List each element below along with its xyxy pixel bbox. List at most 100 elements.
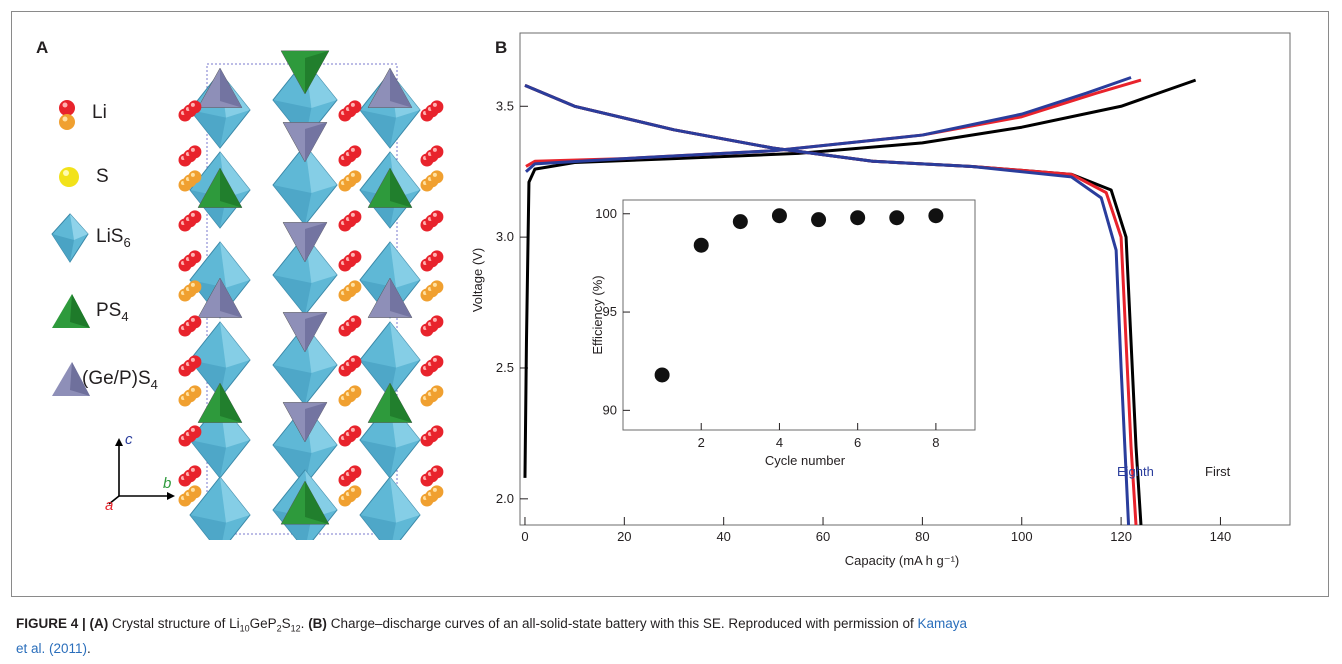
li-atom-row — [338, 355, 362, 377]
efficiency-point — [771, 208, 787, 224]
figure-caption: FIGURE 4 | (A) Crystal structure of Li10… — [16, 616, 968, 656]
x-tick-label: 80 — [915, 529, 929, 544]
gep-s4-tetrahedron — [197, 277, 243, 318]
inset-frame — [622, 199, 976, 431]
li-atom-row — [338, 100, 362, 122]
li-atom-row — [178, 385, 202, 407]
li-atom-row — [178, 250, 202, 272]
legend-label-lis6: LiS6 — [96, 226, 131, 250]
y-tick-label: 3.5 — [496, 98, 514, 113]
caption-a-label: (A) — [89, 616, 109, 631]
y-axis-label: Voltage (V) — [470, 248, 485, 312]
li-atom-row — [420, 485, 444, 507]
gep-s4-tetrahedron — [367, 277, 413, 318]
panel-a-letter: A — [36, 38, 49, 57]
lis6-octahedron — [359, 321, 421, 399]
y-tick-label: 3.0 — [496, 229, 514, 244]
crystal-axes-triad: c b a — [105, 431, 175, 510]
s-atom-icon — [59, 167, 79, 187]
lis6-octahedron — [272, 59, 338, 141]
axis-c-label: c — [125, 431, 133, 448]
li-atom-pair-icon — [59, 100, 75, 130]
x-tick-label: 60 — [816, 529, 830, 544]
series-2-charge-line — [524, 76, 1132, 173]
caption-citation-link-2[interactable]: et al. (2011) — [16, 640, 88, 656]
series-2-discharge-line — [524, 83, 1131, 526]
structure-legend: Li S LiS6 PS4 (Ge/P)S4 — [44, 92, 204, 422]
crystal-structure-image — [178, 50, 444, 540]
efficiency-point — [850, 210, 866, 226]
li-atom-row — [178, 465, 202, 487]
li-atom-row — [420, 355, 444, 377]
x-axis-label: Capacity (mA h g⁻¹) — [845, 553, 960, 568]
ps4-tetrahedron — [367, 167, 413, 208]
gep-s4-tetrahedron — [282, 402, 328, 443]
axis-b-label: b — [163, 475, 171, 492]
caption-figure-label: FIGURE 4 | — [16, 616, 90, 631]
panel-b-letter: B — [495, 38, 508, 57]
li-atom-row — [338, 145, 362, 167]
li-atom-row — [420, 425, 444, 447]
lis6-octahedron — [189, 321, 251, 399]
legend-label-s: S — [96, 166, 109, 187]
li-atom-row — [178, 210, 202, 232]
gep-s4-tetrahedron — [282, 222, 328, 263]
crystal-layer — [178, 50, 444, 540]
inset-points — [654, 208, 944, 383]
li-atom-row — [338, 485, 362, 507]
inset-x-tick-label: 4 — [776, 435, 783, 450]
li-atom-row — [420, 170, 444, 192]
curve-label-eighth: Eighth — [1117, 464, 1154, 479]
li-atom-row — [178, 425, 202, 447]
caption-b-label: (B) — [308, 616, 327, 631]
legend-label-gep-s4: (Ge/P)S4 — [82, 368, 158, 392]
li-atom-row — [178, 100, 202, 122]
gep-s4-tetrahedron — [367, 67, 413, 108]
x-tick-label: 0 — [521, 529, 528, 544]
li-atom-row — [338, 250, 362, 272]
li-atom-row — [178, 145, 202, 167]
li-atom-row — [420, 210, 444, 232]
li-atom-row — [420, 250, 444, 272]
efficiency-point — [811, 212, 827, 228]
series-1-charge-line — [525, 78, 1142, 168]
legend-label-li: Li — [92, 102, 107, 123]
x-tick-label: 20 — [617, 529, 631, 544]
axis-a-label: a — [105, 497, 113, 510]
inset-x-axis-label: Cycle number — [765, 453, 846, 468]
li-atom-row — [338, 315, 362, 337]
caption-a-text: Crystal structure of Li — [108, 616, 240, 631]
li-atom-row — [338, 385, 362, 407]
efficiency-point — [693, 237, 709, 253]
li-atom-row — [420, 465, 444, 487]
gep-s4-tetrahedron — [282, 312, 328, 353]
inset-y-tick-label: 95 — [603, 304, 617, 319]
li-atom-row — [420, 280, 444, 302]
inset-y-axis-label: Efficiency (%) — [590, 275, 605, 354]
ps4-tetrahedron — [367, 382, 413, 423]
ps4-tetrahedron-icon — [52, 294, 90, 328]
x-tick-label: 100 — [1011, 529, 1033, 544]
charge-discharge-chart: 0 20 40 60 80 100 120 140 2.0 2.5 3.0 3.5 Capacity … — [470, 32, 1291, 568]
figure-frame — [11, 11, 1329, 597]
inset-x-tick-label: 8 — [932, 435, 939, 450]
inset-x-tick-label: 2 — [698, 435, 705, 450]
main-axes: 0 20 40 60 80 100 120 140 2.0 2.5 3.0 3.5 — [496, 98, 1231, 544]
gep-s4-tetrahedron — [197, 67, 243, 108]
li-atom-row — [178, 355, 202, 377]
gep-s4-tetrahedron — [282, 122, 328, 163]
caption-citation-link[interactable]: Kamaya — [917, 616, 968, 631]
y-tick-label: 2.5 — [496, 360, 514, 375]
x-tick-label: 40 — [716, 529, 730, 544]
li-atom-row — [420, 145, 444, 167]
gep-s4-tetrahedron-icon — [52, 362, 90, 396]
inset-x-tick-label: 6 — [854, 435, 861, 450]
li-atom-row — [338, 170, 362, 192]
lis6-octahedron — [359, 476, 421, 540]
legend-label-ps4: PS4 — [96, 300, 129, 324]
curve-label-first: First — [1205, 464, 1231, 479]
li-atom-row — [420, 315, 444, 337]
ps4-tetrahedron — [197, 167, 243, 208]
plot-frame — [519, 32, 1291, 526]
efficiency-point — [732, 214, 748, 230]
